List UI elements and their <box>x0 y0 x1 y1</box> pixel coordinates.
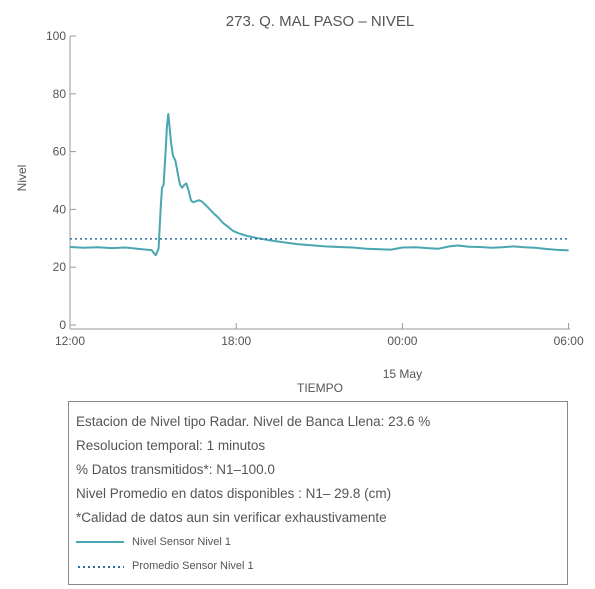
axes <box>69 36 570 330</box>
y-tick-label: 80 <box>53 87 67 101</box>
y-tick-label: 60 <box>53 145 67 159</box>
x-axis-label: TIEMPO <box>297 381 343 395</box>
info-line-transmitted: % Datos transmitidos*: N1–100.0 <box>76 462 275 477</box>
y-tick-label: 100 <box>46 29 66 43</box>
series-layer <box>69 113 570 257</box>
x-tick-label: 06:00 <box>554 334 584 348</box>
x-tick-label: 12:00 <box>55 334 85 348</box>
chart: 273. Q. MAL PASO – NIVEL Nivel TIEMPO 0 2… <box>15 13 584 395</box>
y-axis-label: Nivel <box>15 165 29 192</box>
info-line-quality-note: *Calidad de datos aun sin verificar exha… <box>76 510 387 525</box>
legend-label-average: Promedio Sensor Nivel 1 <box>132 560 254 572</box>
legend-item-sensor: Nivel Sensor Nivel 1 <box>76 530 567 554</box>
y-tick-label: 20 <box>53 260 67 274</box>
info-box: Estacion de Nivel tipo Radar. Nivel de B… <box>68 401 568 585</box>
legend-solid-line-icon <box>76 536 126 548</box>
legend-label-sensor: Nivel Sensor Nivel 1 <box>132 536 232 548</box>
info-line-station: Estacion de Nivel tipo Radar. Nivel de B… <box>76 414 431 429</box>
info-line-resolution: Resolucion temporal: 1 minutos <box>76 438 266 453</box>
legend-item-average: Promedio Sensor Nivel 1 <box>76 554 567 578</box>
x-tick-label: 18:00 <box>221 334 251 348</box>
series-line-sensor <box>69 113 569 257</box>
chart-title: 273. Q. MAL PASO – NIVEL <box>226 13 414 30</box>
x-tick-label: 00:00 <box>387 334 417 348</box>
y-tick-label: 0 <box>59 318 66 332</box>
y-tick-label: 40 <box>53 202 67 216</box>
x-date-label: 15 May <box>383 367 422 381</box>
legend-dotted-line-icon <box>76 560 126 572</box>
tick-layer: 0 20 40 60 80 100 12:00 18:00 00:00 06:00 15 May <box>46 29 584 381</box>
info-line-average: Nivel Promedio en datos disponibles : N1… <box>76 486 392 501</box>
